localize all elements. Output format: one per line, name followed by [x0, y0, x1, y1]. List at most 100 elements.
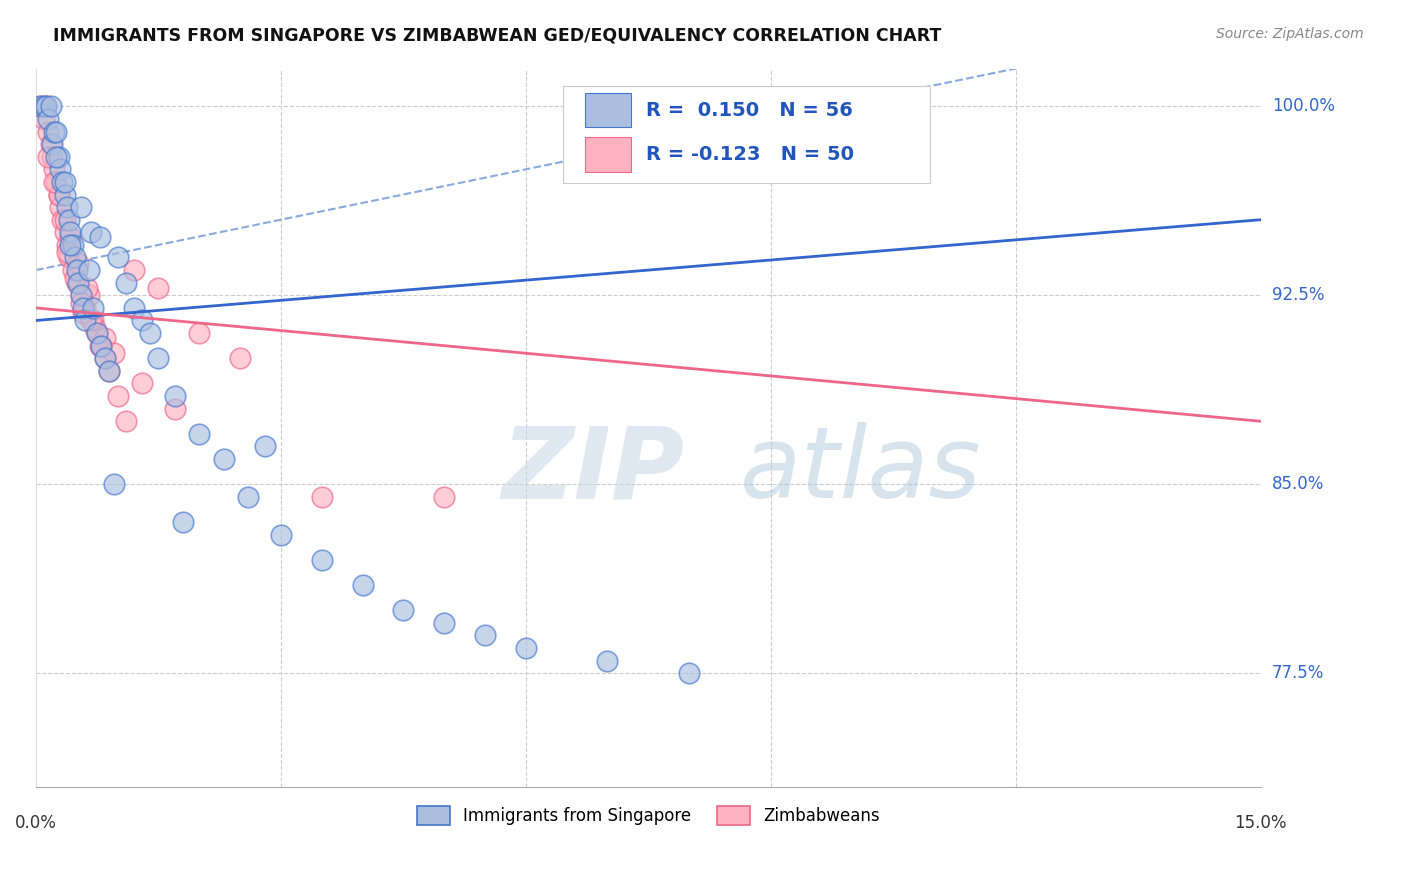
Point	[35, 99, 58, 113]
Point	[28, 99, 51, 113]
Point	[89, 339, 111, 353]
Point	[311, 490, 333, 504]
Point	[596, 654, 619, 668]
Point	[42, 162, 65, 177]
Point	[63, 251, 86, 265]
Point	[59, 225, 82, 239]
Point	[89, 230, 111, 244]
Point	[148, 281, 170, 295]
Text: 85.0%: 85.0%	[1272, 475, 1324, 493]
Point	[131, 376, 153, 391]
Point	[77, 263, 100, 277]
Point	[45, 175, 67, 189]
Point	[59, 238, 82, 252]
Point	[58, 212, 80, 227]
Point	[114, 414, 136, 428]
Text: ZIP: ZIP	[502, 422, 685, 519]
Point	[67, 276, 90, 290]
Point	[67, 255, 90, 269]
Point	[56, 238, 79, 252]
Point	[80, 225, 103, 239]
Point	[103, 346, 125, 360]
Point	[37, 124, 59, 138]
Point	[53, 175, 76, 189]
Point	[238, 490, 260, 504]
Point	[270, 527, 292, 541]
Point	[82, 313, 104, 327]
Point	[98, 364, 121, 378]
Point	[122, 263, 145, 277]
Point	[59, 230, 82, 244]
Point	[94, 351, 117, 366]
Text: 77.5%: 77.5%	[1272, 665, 1324, 682]
Point	[392, 603, 415, 617]
Text: 0.0%: 0.0%	[15, 814, 56, 832]
Point	[82, 301, 104, 315]
Point	[28, 99, 51, 113]
Point	[212, 452, 235, 467]
Point	[56, 200, 79, 214]
Point	[253, 440, 276, 454]
Point	[94, 351, 117, 366]
Point	[66, 263, 89, 277]
Point	[53, 212, 76, 227]
Point	[77, 288, 100, 302]
Point	[80, 313, 103, 327]
Point	[69, 200, 91, 214]
Text: R = -0.123   N = 50: R = -0.123 N = 50	[645, 145, 853, 164]
Point	[51, 212, 73, 227]
Point	[131, 313, 153, 327]
Point	[62, 238, 84, 252]
Point	[163, 389, 186, 403]
Point	[39, 99, 62, 113]
Point	[148, 351, 170, 366]
Point	[433, 615, 456, 630]
Point	[72, 301, 94, 315]
Point	[114, 276, 136, 290]
Point	[98, 364, 121, 378]
Point	[63, 270, 86, 285]
Point	[172, 515, 194, 529]
Point	[139, 326, 162, 340]
Text: Source: ZipAtlas.com: Source: ZipAtlas.com	[1216, 27, 1364, 41]
Point	[45, 150, 67, 164]
Text: atlas: atlas	[740, 422, 981, 519]
Point	[37, 112, 59, 126]
Point	[37, 150, 59, 164]
Point	[76, 281, 98, 295]
Point	[73, 313, 96, 327]
Legend: Immigrants from Singapore, Zimbabweans: Immigrants from Singapore, Zimbabweans	[411, 799, 887, 832]
Point	[42, 175, 65, 189]
Point	[433, 490, 456, 504]
Point	[69, 288, 91, 302]
Text: 92.5%: 92.5%	[1272, 286, 1324, 304]
Point	[41, 137, 63, 152]
Point	[515, 641, 537, 656]
Point	[32, 99, 55, 113]
Point	[53, 187, 76, 202]
Point	[83, 321, 105, 335]
Point	[163, 401, 186, 416]
Point	[229, 351, 252, 366]
Point	[49, 200, 72, 214]
Point	[86, 326, 108, 340]
Point	[90, 339, 112, 353]
FancyBboxPatch shape	[562, 87, 929, 184]
Point	[48, 150, 70, 164]
Point	[32, 112, 55, 126]
Point	[39, 137, 62, 152]
Point	[49, 162, 72, 177]
Point	[352, 578, 374, 592]
Point	[48, 187, 70, 202]
Point	[678, 666, 700, 681]
Point	[66, 276, 89, 290]
Point	[188, 426, 211, 441]
Point	[56, 245, 79, 260]
Point	[73, 301, 96, 315]
Point	[188, 326, 211, 340]
Point	[86, 326, 108, 340]
Point	[72, 306, 94, 320]
FancyBboxPatch shape	[585, 137, 631, 172]
Point	[474, 628, 496, 642]
Point	[107, 251, 129, 265]
